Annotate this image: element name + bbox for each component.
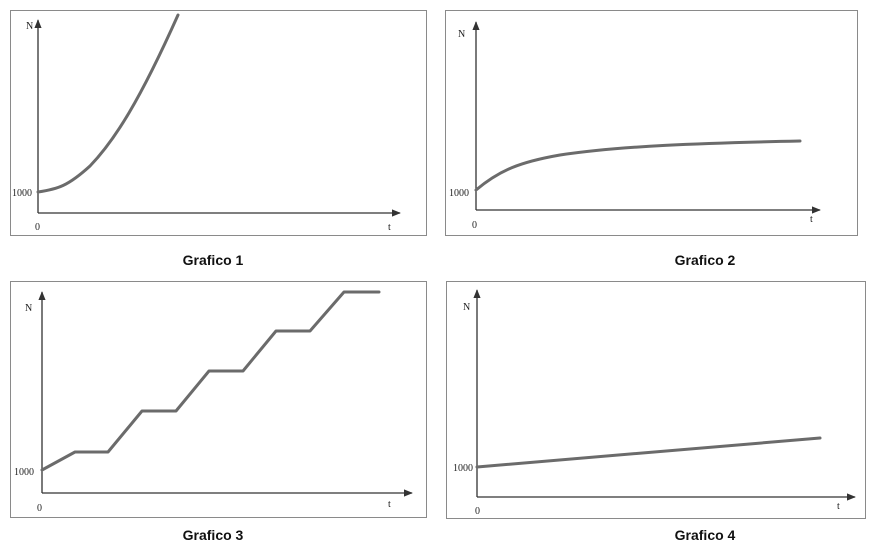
x-label: t (810, 214, 813, 225)
y-label: N (25, 303, 32, 314)
y-origin-label: 1000 (14, 467, 34, 478)
x-label: t (388, 222, 391, 233)
x-origin-label: 0 (35, 222, 40, 233)
panel-title: Grafico 2 (675, 252, 736, 268)
panel: N 1000 0 t Grafico 2 (445, 10, 858, 268)
panel-frame (446, 281, 866, 519)
curve (36, 13, 180, 194)
panel-title: Grafico 4 (675, 527, 736, 543)
panel-frame (10, 281, 427, 518)
x-origin-label: 0 (475, 506, 480, 517)
y-label: N (458, 29, 465, 40)
panel: N 1000 0 t Grafico 4 (446, 281, 866, 543)
panel-frame (445, 10, 858, 236)
x-label: t (837, 501, 840, 512)
x-origin-label: 0 (472, 220, 477, 231)
curve (474, 139, 802, 192)
panel: N 1000 0 t Grafico 1 (10, 10, 427, 268)
curve (475, 436, 822, 469)
y-label: N (26, 21, 33, 32)
x-label: t (388, 499, 391, 510)
panel-title: Grafico 3 (183, 527, 244, 543)
panel: N 1000 0 t Grafico 3 (10, 281, 427, 543)
panel-frame (10, 10, 427, 236)
curve (40, 290, 381, 472)
x-origin-label: 0 (37, 503, 42, 514)
y-origin-label: 1000 (12, 188, 32, 199)
y-origin-label: 1000 (453, 463, 473, 474)
y-label: N (463, 302, 470, 313)
panel-title: Grafico 1 (183, 252, 244, 268)
y-origin-label: 1000 (449, 188, 469, 199)
